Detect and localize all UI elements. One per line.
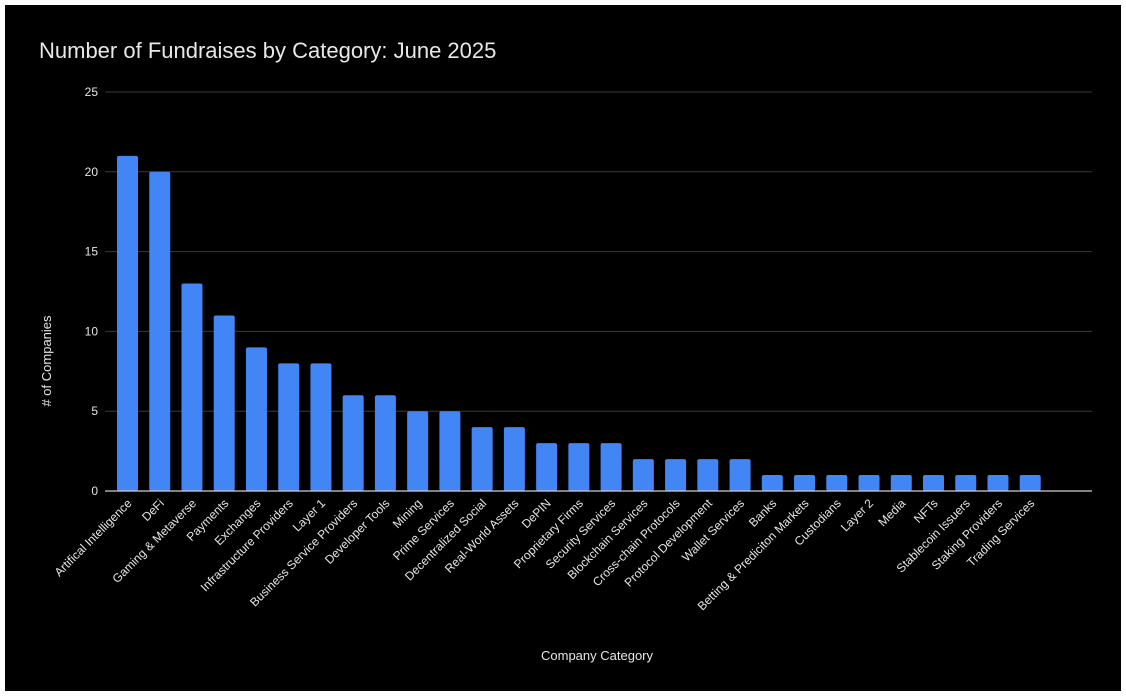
x-axis-title: Company Category xyxy=(541,648,653,663)
bar xyxy=(536,443,558,491)
bar-chart: 0 5 10 15 20 25 Artifical Intelligence DeFiGam… xyxy=(39,85,1092,663)
chart-panel: Number of Fundraises by Category: June 2… xyxy=(5,5,1121,691)
bar xyxy=(729,459,751,491)
bar xyxy=(890,475,912,491)
bar xyxy=(278,363,300,491)
bar xyxy=(1019,475,1041,491)
bar xyxy=(858,475,880,491)
bar xyxy=(955,475,977,491)
bar xyxy=(987,475,1009,491)
chart-title: Number of Fundraises by Category: June 2… xyxy=(39,38,497,63)
bar xyxy=(794,475,816,491)
bar xyxy=(310,363,332,491)
x-category-label: DeFi xyxy=(139,496,167,524)
bar xyxy=(149,171,171,492)
bar xyxy=(632,459,654,491)
y-axis-ticks: 0 5 10 15 20 25 xyxy=(85,85,99,498)
y-axis-title: # of Companies xyxy=(39,315,54,407)
bar xyxy=(439,411,461,491)
bar xyxy=(761,475,783,491)
y-tick-label: 10 xyxy=(85,324,99,338)
x-category-label: Media xyxy=(875,496,908,529)
bar xyxy=(923,475,944,491)
y-tick-label: 5 xyxy=(91,404,98,418)
gridlines xyxy=(105,91,1092,412)
bar xyxy=(407,411,429,491)
bar xyxy=(471,427,493,491)
bars xyxy=(117,155,1041,492)
bar xyxy=(374,395,396,491)
bar xyxy=(568,443,590,491)
bar xyxy=(503,427,525,491)
bar xyxy=(213,315,235,491)
y-tick-label: 25 xyxy=(85,85,99,99)
bar xyxy=(600,443,622,491)
bar xyxy=(342,395,364,491)
bar xyxy=(181,283,203,491)
y-tick-label: 15 xyxy=(85,245,99,259)
bar xyxy=(117,155,138,491)
x-category-label: NFTs xyxy=(911,496,941,526)
y-tick-label: 0 xyxy=(91,484,98,498)
bar xyxy=(245,347,267,491)
x-category-label: Layer 2 xyxy=(838,496,876,534)
bar xyxy=(826,475,848,491)
bar xyxy=(697,459,719,491)
y-tick-label: 20 xyxy=(85,165,99,179)
bar xyxy=(665,459,687,491)
